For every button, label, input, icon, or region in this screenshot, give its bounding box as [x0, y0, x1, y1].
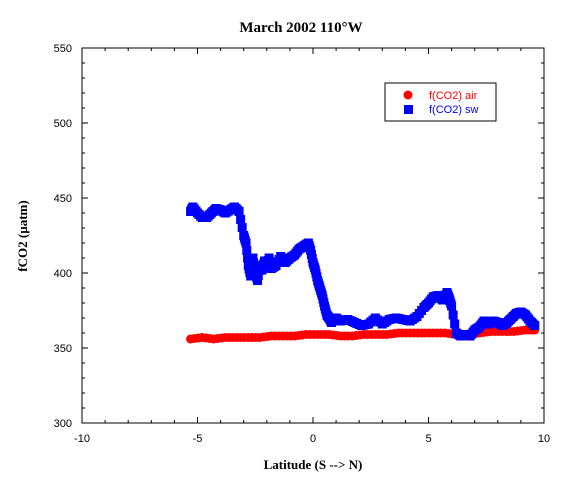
sw-point: [234, 207, 244, 216]
y-tick-label: 550: [54, 43, 72, 55]
sw-point-fill: [450, 319, 460, 329]
y-tick-label: 300: [54, 418, 72, 430]
x-tick-label: 10: [538, 433, 550, 445]
series-1: [186, 202, 540, 341]
y-tick-label: 450: [54, 193, 72, 205]
sw-point: [246, 271, 256, 281]
sw-point-fill: [249, 263, 259, 273]
x-tick-label: -10: [74, 433, 90, 445]
sw-point: [241, 238, 251, 248]
sw-point-fill: [249, 258, 259, 268]
y-tick-label: 350: [54, 343, 72, 355]
sw-point-fill: [253, 271, 263, 280]
y-axis: 300 350 400 450 500 550: [54, 43, 544, 430]
legend: f(CO2) air f(CO2) sw: [384, 82, 497, 122]
x-tick-label: 0: [310, 433, 316, 445]
legend-label-air: f(CO2) air: [429, 90, 478, 102]
sw-point-fill: [242, 246, 252, 255]
sw-point-fill: [448, 310, 458, 320]
x-axis-label: Latitude (S --> N): [264, 457, 363, 472]
y-axis-label: fCO2 (µatm): [15, 200, 30, 271]
y-tick-label: 400: [54, 268, 72, 280]
x-tick-label: 5: [425, 433, 431, 445]
sw-point-fill: [243, 253, 253, 263]
sw-point-fill: [237, 223, 247, 232]
legend-marker-sw: [404, 105, 413, 114]
sw-point: [530, 321, 540, 330]
x-axis: -10 -5 0 5 10: [74, 48, 550, 445]
chart-title: March 2002 110°W: [239, 20, 362, 36]
plot-area: [186, 202, 540, 344]
sw-point: [248, 253, 258, 263]
legend-marker-air: [403, 90, 413, 100]
sw-point-fill: [236, 215, 246, 224]
legend-label-sw: f(CO2) sw: [429, 104, 479, 116]
x-tick-label: -5: [193, 433, 203, 445]
y-tick-label: 500: [54, 118, 72, 130]
legend-box: [384, 82, 497, 122]
sw-point: [253, 276, 263, 285]
sw-point: [447, 301, 457, 311]
